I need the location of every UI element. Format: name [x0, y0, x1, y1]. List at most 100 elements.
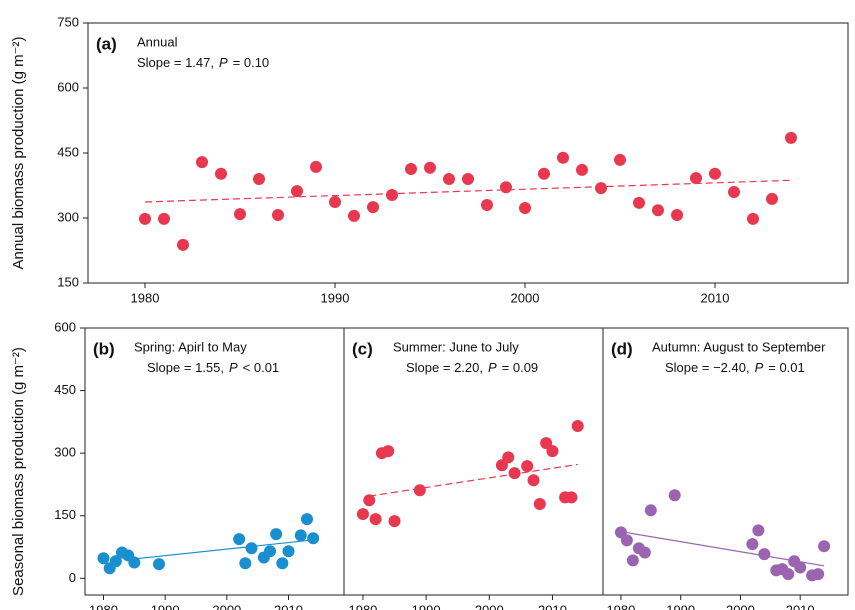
panel-subtitle: Summer: June to July [393, 339, 519, 354]
data-point [747, 212, 759, 225]
data-point [690, 172, 702, 185]
data-point [538, 167, 550, 180]
data-point [519, 202, 531, 215]
data-point [233, 533, 246, 546]
data-point [294, 529, 307, 542]
data-point [307, 532, 320, 545]
data-point [270, 528, 283, 541]
data-point [158, 212, 170, 225]
data-point [794, 561, 807, 574]
annotation-part: Slope = 1.47, [137, 55, 214, 70]
trend-line [144, 179, 792, 203]
x-tick-label: 1980 [89, 602, 118, 610]
annotation-part: = 0.01 [768, 360, 805, 375]
data-point [153, 558, 165, 571]
data-point [282, 545, 295, 558]
data-point [546, 445, 559, 458]
data-point [766, 192, 778, 205]
y-tick-label: 450 [57, 144, 79, 159]
x-tick-label: 1990 [412, 602, 441, 610]
data-point [128, 556, 141, 569]
x-tick-label: 2010 [786, 602, 815, 610]
x-tick-label: 2010 [274, 602, 303, 610]
data-point [812, 568, 825, 581]
x-tick-label: 2000 [511, 290, 540, 305]
annotation-part: P [488, 360, 497, 375]
y-tick-label: 150 [54, 507, 76, 522]
panel-subtitle: Spring: Apirl to May [134, 339, 247, 354]
data-point [644, 504, 657, 517]
data-point [481, 199, 493, 211]
annotation-part: P [755, 360, 764, 375]
panel-label: (b) [93, 339, 115, 358]
trend-line [128, 539, 314, 561]
data-point [571, 420, 584, 433]
x-tick-label: 2000 [726, 602, 755, 610]
data-point [614, 153, 626, 166]
data-point [502, 451, 515, 464]
data-point [215, 167, 227, 180]
data-point [310, 160, 322, 173]
data-point [424, 161, 436, 174]
data-point [728, 186, 740, 198]
data-point [291, 185, 303, 198]
data-point [272, 208, 284, 221]
data-point [301, 513, 313, 526]
data-point [595, 182, 607, 195]
data-point [533, 498, 546, 511]
data-point [97, 552, 110, 565]
annotation-part: Slope = 2.20, [406, 360, 483, 375]
data-point [264, 545, 276, 558]
data-point [196, 156, 208, 169]
data-point [652, 204, 664, 217]
panel-label: (a) [96, 34, 117, 53]
data-point [818, 540, 831, 553]
y-tick-label: 150 [57, 274, 79, 289]
data-point [633, 196, 645, 209]
data-point [782, 568, 795, 581]
data-point [139, 212, 151, 225]
data-point [462, 173, 474, 185]
data-point [671, 208, 683, 221]
panel-subtitle: Autumn: August to September [652, 339, 826, 354]
annotation-part: Slope = 1.55, [147, 360, 224, 375]
data-point [746, 538, 759, 551]
slope-annotation: Slope = 1.55, P < 0.01 [147, 360, 279, 375]
annotation-part: < 0.01 [243, 360, 280, 375]
y-tick-label: 750 [57, 14, 79, 29]
y-axis-title: Annual biomass production (g m⁻²) [10, 36, 27, 269]
data-point [527, 474, 540, 487]
plot-frame [602, 327, 849, 596]
x-tick-label: 2000 [475, 602, 504, 610]
x-tick-label: 1980 [606, 602, 635, 610]
data-point [576, 163, 588, 176]
y-tick-label: 300 [54, 445, 76, 460]
data-point [253, 173, 265, 185]
data-point [363, 494, 376, 507]
data-point [386, 189, 398, 202]
panel-label: (c) [352, 339, 373, 358]
data-point [752, 524, 765, 537]
data-point [785, 131, 797, 144]
data-point [413, 484, 426, 497]
data-point [758, 548, 771, 561]
annotation-part: = 0.10 [233, 55, 270, 70]
slope-annotation: Slope = 1.47, P = 0.10 [137, 55, 269, 70]
data-point [620, 534, 633, 547]
y-tick-label: 300 [57, 209, 79, 224]
x-tick-label: 1990 [666, 602, 695, 610]
data-point [668, 489, 681, 502]
data-point [177, 238, 189, 251]
panel-subtitle: Annual [137, 34, 178, 49]
data-point [500, 181, 512, 194]
trend-line [369, 463, 578, 497]
data-point [405, 163, 417, 176]
y-tick-label: 600 [57, 79, 79, 94]
annotation-part: = 0.09 [502, 360, 539, 375]
data-point [369, 513, 382, 526]
data-point [565, 491, 578, 504]
data-point [239, 557, 252, 570]
annotation-part: P [219, 55, 228, 70]
slope-annotation: Slope = 2.20, P = 0.09 [406, 360, 538, 375]
data-point [329, 195, 341, 208]
